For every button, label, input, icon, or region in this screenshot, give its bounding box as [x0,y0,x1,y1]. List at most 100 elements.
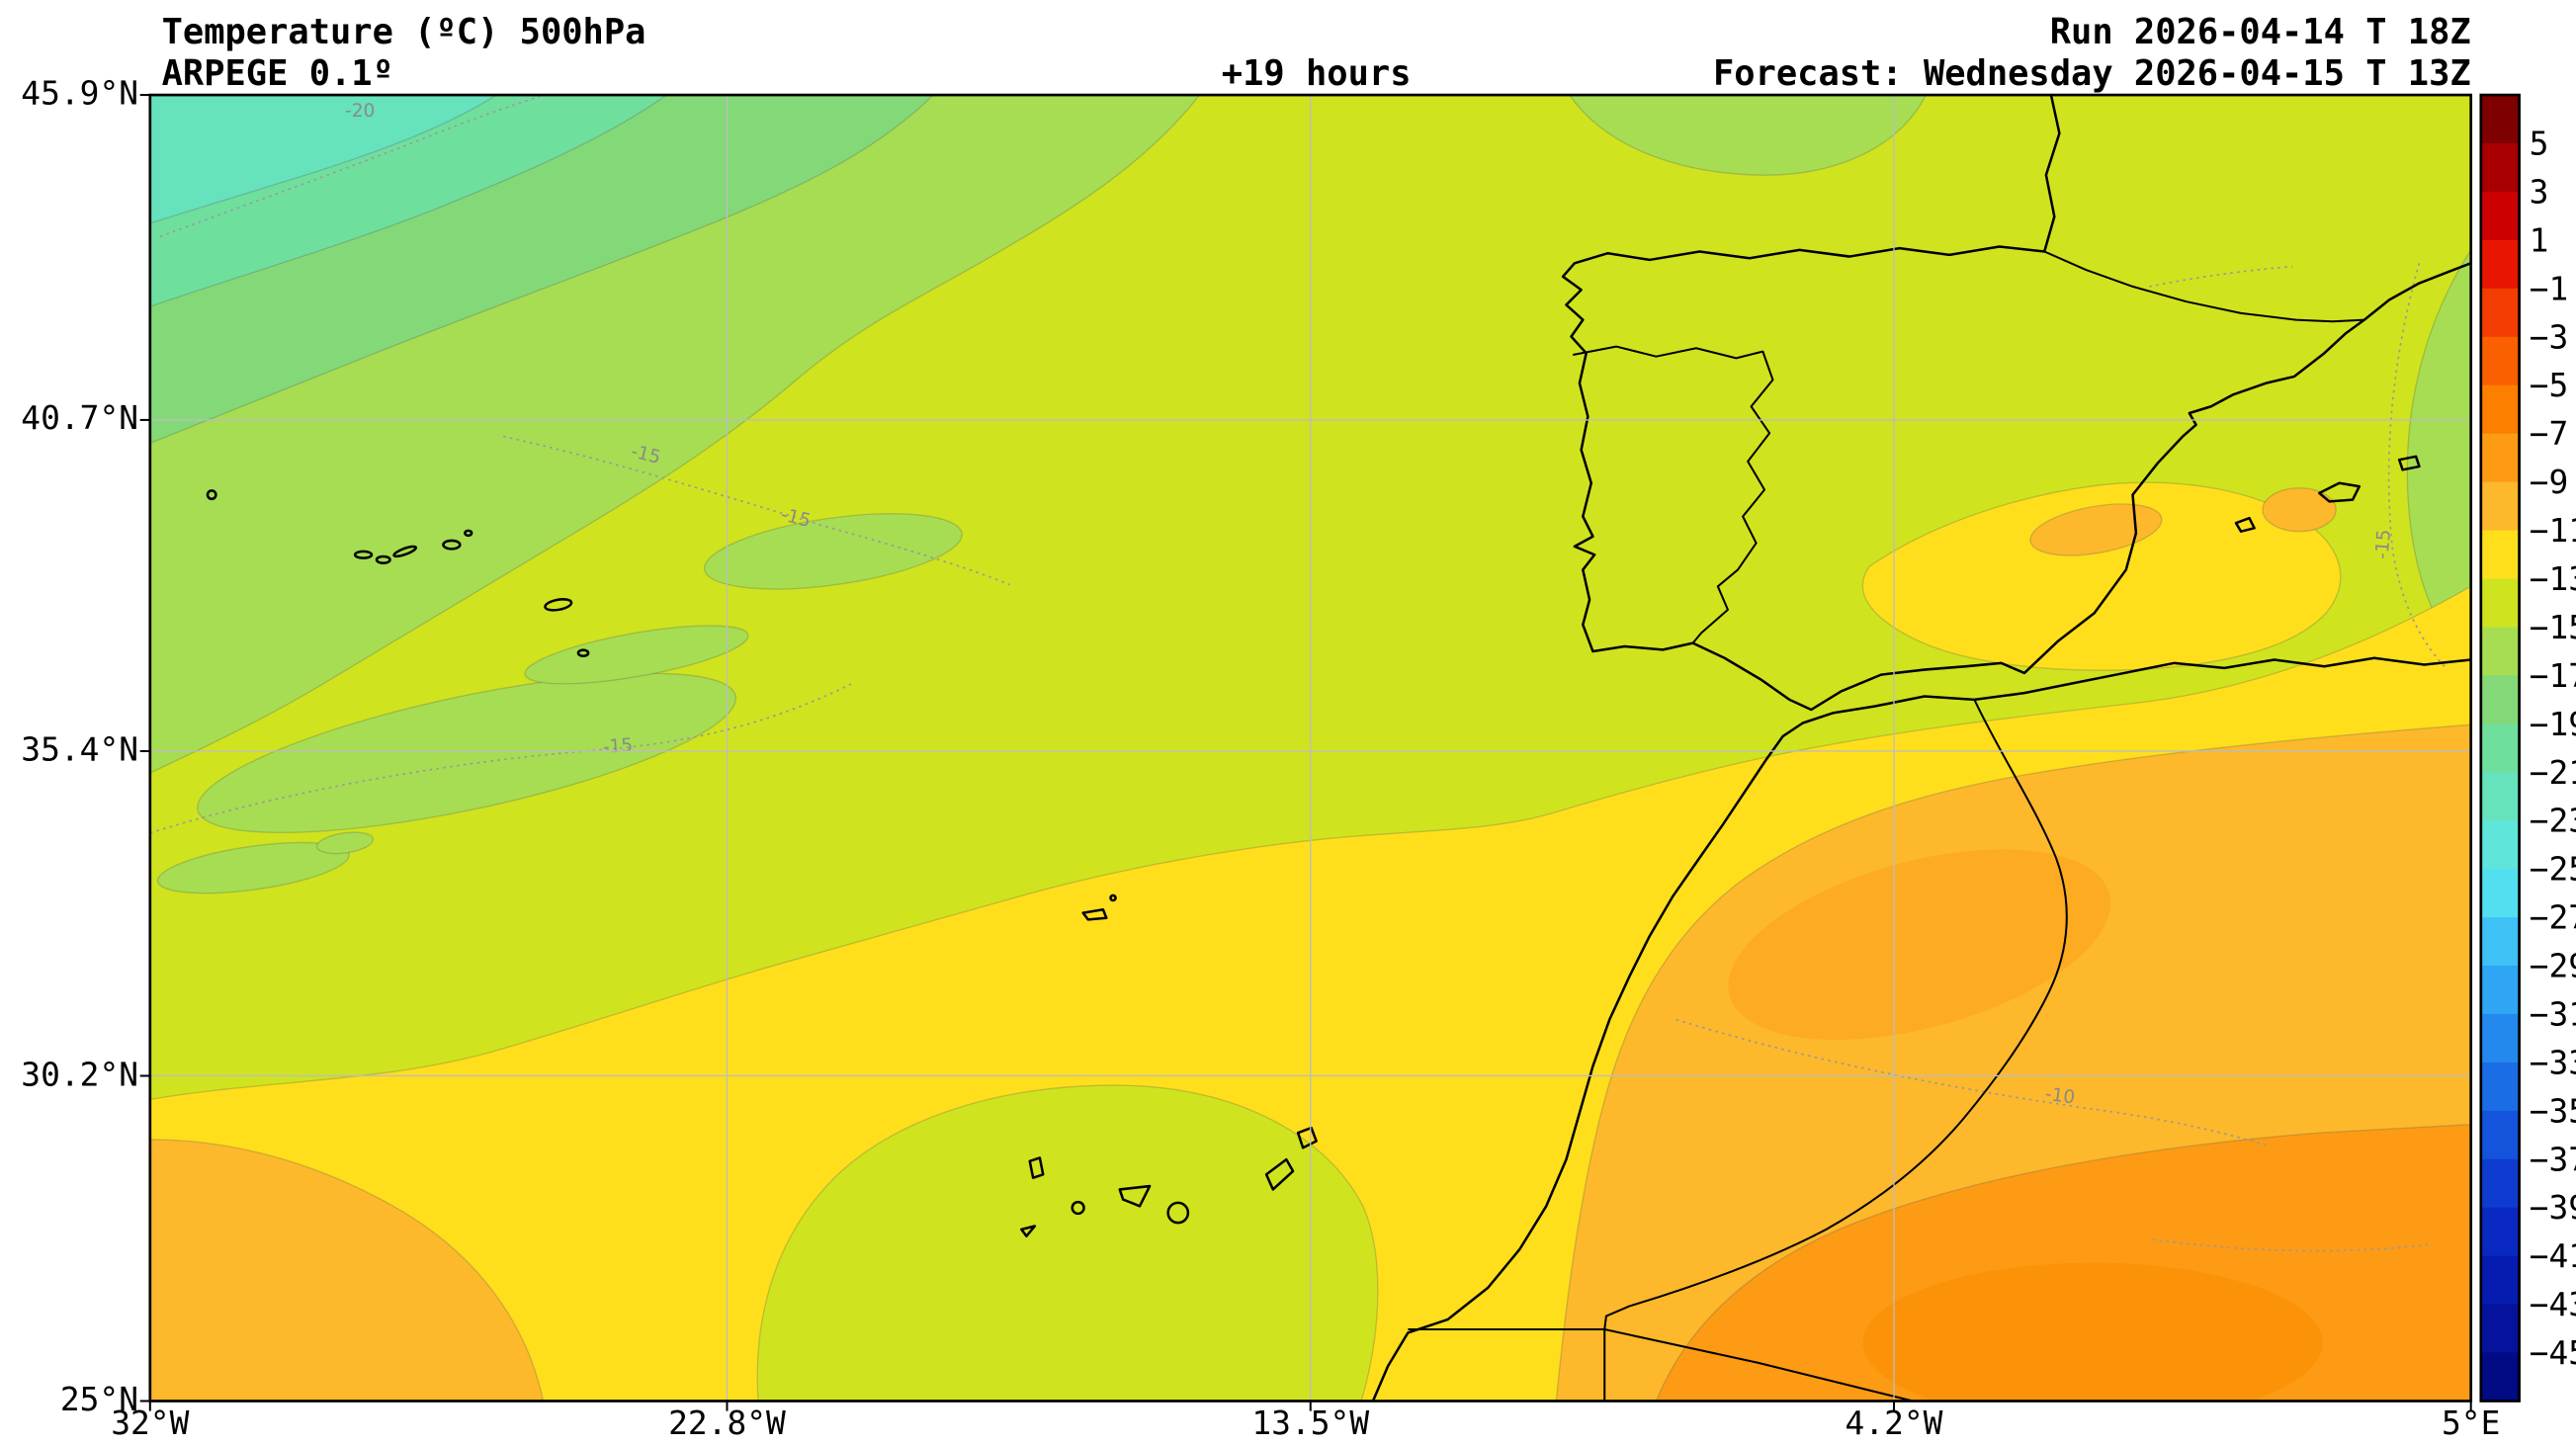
colorbar-tick-label: −17 [2530,656,2576,695]
africa-coastline [1371,656,2471,1402]
gridlines [149,95,2471,1402]
colorbar-cell [2480,1062,2520,1112]
canary-islands [1020,1126,1318,1237]
colorbar-cell [2480,433,2520,483]
contour-label: -20 [345,101,375,122]
colorbar-tick-label: −41 [2530,1236,2576,1275]
forecast-label: Forecast: Wednesday 2026-04-15 T 13Z [1713,53,2471,94]
sahara-step-border [1408,1328,1914,1402]
portugal-spain-border [1573,345,1774,644]
x-tick-label: 13.5°W [1251,1403,1369,1442]
colorbar-cell [2480,627,2520,677]
pyrenees-border [2043,250,2364,323]
colorbar-tick-label: −29 [2530,947,2576,985]
colorbar-tick-label: −39 [2530,1188,2576,1227]
colorbar-cell [2480,723,2520,774]
colorbar-tick-label: −25 [2530,850,2576,889]
colorbar-cell [2480,1352,2520,1403]
colorbar-cell [2480,675,2520,725]
deep-orange-atlas [1728,849,2111,1040]
colorbar-tick-label: −7 [2530,414,2569,453]
figure-header: Temperature (ºC) 500hPa ARPEGE 0.1º +19 … [162,12,2471,94]
green-patch [156,841,350,894]
x-tick-label: 32°W [111,1403,189,1442]
x-tick-label: 4.2°W [1846,1403,1943,1442]
green-patch [197,672,737,834]
band-aqua-21-23 [149,95,498,224]
x-axis-labels: 32°W 22.8°W 13.5°W 4.2°W 5°E [111,1403,2500,1442]
colorbar-cell [2480,1013,2520,1063]
contour-label: -15 [602,735,634,758]
colorbar-tick-label: −19 [2530,705,2576,743]
contour-label: -15 [2371,529,2395,560]
green-patch-north-spain [1569,95,1928,176]
colorbar-tick-label: −1 [2530,269,2569,307]
figure-title: Temperature (ºC) 500hPa [162,12,646,52]
morocco-algeria-border [1603,699,2068,1330]
colorbar-tick-label: −37 [2530,1140,2576,1178]
colorbar-tick-label: −21 [2530,753,2576,792]
colorbar-cell [2480,917,2520,967]
y-tick-label: 35.4°N [21,730,138,769]
colorbar-cell [2480,578,2520,629]
colorbar-cell [2480,384,2520,435]
y-axis-labels: 45.9°N 40.7°N 35.4°N 30.2°N 25°N [21,74,138,1418]
orange-patch-east-spain [2029,503,2163,556]
green-patch [315,831,375,855]
colorbar-tick-label: 1 [2530,220,2549,259]
colorbar-tick-label: −35 [2530,1091,2576,1130]
colorbar-tick-label: −23 [2530,802,2576,840]
y-tick-label: 30.2°N [21,1055,138,1093]
x-tick-label: 5°E [2442,1403,2500,1442]
colorbar-labels: 5 3 1 −1 −3 −5 −7 −9 −11 −13 −15 −17 −19 −21 −23 −25 −27… [2530,125,2576,1373]
deeper-orange-core [1862,1262,2323,1402]
colorbar-tick-label: −15 [2530,608,2576,646]
colorbar-cell [2480,1304,2520,1354]
colorbar-cell [2480,239,2520,290]
colorbar-tick-label: 5 [2530,125,2549,163]
colorbar-tick-label: −33 [2530,1043,2576,1081]
colorbar-tick-label: −31 [2530,994,2576,1033]
map-plot: -20 -15 -15 -15 -15 -10 [21,74,2500,1443]
colorbar-tick-label: −5 [2530,366,2569,404]
orange-southwest-corner [149,1139,545,1402]
coastlines [206,95,2471,1402]
colorbar-tick-label: −45 [2530,1333,2576,1372]
green-patch [524,625,749,685]
yellow-patch-east-spain [1861,481,2342,671]
model-label: ARPEGE 0.1º [162,53,393,94]
colorbar-cell [2480,95,2520,144]
orange-patch-east-spain [2262,487,2337,533]
colorbar-cells [2480,95,2520,1403]
colorbar-tick-label: −11 [2530,511,2576,550]
colorbar-cell [2480,772,2520,822]
y-tick-label: 40.7°N [21,398,138,437]
colorbar-cell [2480,288,2520,338]
colorbar-frame [2479,93,2521,1403]
contour-label: -10 [2044,1084,2077,1109]
colorbar-cell [2480,530,2520,580]
colorbar-cell [2480,336,2520,386]
colorbar-cell [2480,143,2520,193]
yellowgreen-pocket-canaries [756,1084,1379,1402]
colorbar-cell [2480,1207,2520,1257]
iberia-france-coastline [1561,95,2471,712]
run-label: Run 2026-04-14 T 18Z [2050,12,2471,52]
azores-islands [206,489,590,658]
colorbar-tick-label: 3 [2530,172,2549,211]
colorbar-cell [2480,191,2520,241]
colorbar-tick-label: −27 [2530,898,2576,937]
colorbar-tick-label: −43 [2530,1285,2576,1323]
axis-ticks [139,94,2472,1411]
colorbar-tick-label: −3 [2530,317,2569,356]
y-tick-label: 25°N [60,1380,138,1418]
lead-time-label: +19 hours [1222,53,1412,94]
dotted-contours [149,95,2448,1252]
colorbar-tick-label: −13 [2530,559,2576,598]
balearic-islands [2234,455,2421,533]
colorbar-cell [2480,869,2520,918]
y-tick-label: 45.9°N [21,74,138,113]
colorbar-cell [2480,966,2520,1015]
colorbar-cell [2480,820,2520,870]
